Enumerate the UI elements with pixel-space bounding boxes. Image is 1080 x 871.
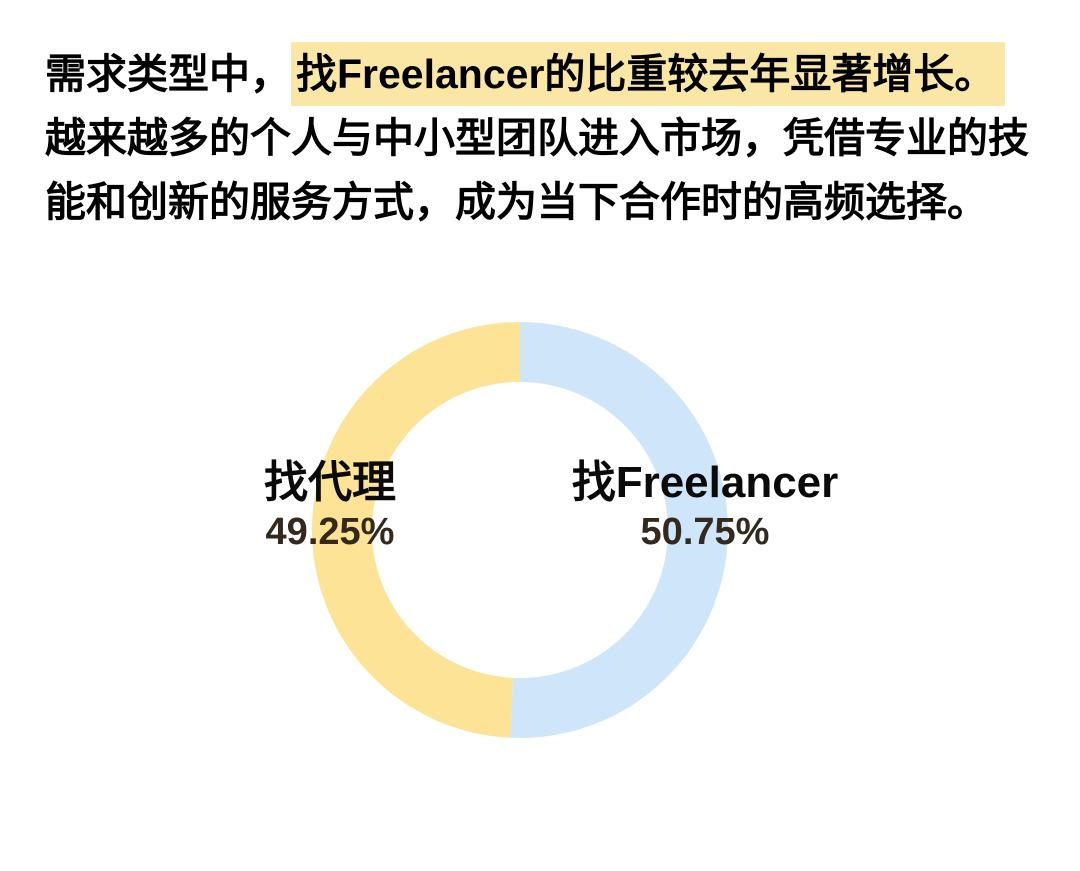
caption-line3: 能和创新的服务方式，成为当下合作时的高频选择。	[45, 179, 988, 225]
caption-line1-prefix: 需求类型中，	[45, 51, 291, 97]
caption-highlight: 找Freelancer的比重较去年显著增长。	[291, 42, 1006, 106]
segment-label-agency: 找代理 49.25%	[240, 458, 420, 556]
caption-line2: 越来越多的个人与中小型团队进入市场，凭借专业的技	[45, 115, 1029, 161]
segment-label-freelancer-percent: 50.75%	[640, 511, 770, 553]
segment-label-freelancer: 找Freelancer 50.75%	[560, 458, 850, 556]
segment-label-freelancer-name: 找Freelancer	[571, 458, 839, 507]
segment-label-agency-name: 找代理	[264, 458, 396, 507]
donut-segment-1	[311, 322, 520, 738]
segment-label-agency-percent: 49.25%	[265, 511, 395, 553]
donut-segment-0	[510, 322, 728, 739]
caption-paragraph: 需求类型中， 找Freelancer的比重较去年显著增长。 越来越多的个人与中小型…	[45, 42, 1055, 234]
